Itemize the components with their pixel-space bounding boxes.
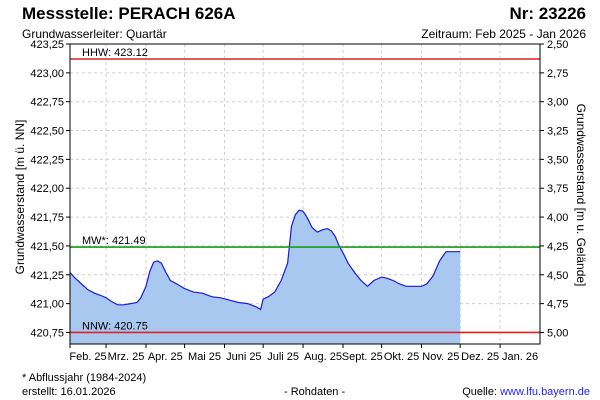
- y-tick-label-left: 420,75: [30, 327, 64, 339]
- station-title: Messstelle: PERACH 626A: [22, 4, 236, 23]
- x-tick-label: Mrz. 25: [108, 351, 145, 363]
- level-line: [69, 209, 461, 311]
- reference-label: NNW: 420.75: [82, 320, 148, 332]
- y-tick-label-left: 422,00: [30, 183, 64, 195]
- y-tick-label-right: 3,50: [547, 154, 568, 166]
- reference-label: MW*: 421.49: [82, 235, 146, 247]
- axes: 420,75 5,00 421,00 4,75 421,25 4,50 421,50 4,25…: [30, 39, 568, 363]
- x-tick-label: Jan. 26: [502, 351, 538, 363]
- aquifer-label: Grundwasserleiter: Quartär: [22, 27, 167, 41]
- x-tick-label: Apr. 25: [148, 351, 183, 363]
- y-tick-label-left: 423,25: [30, 39, 64, 51]
- station-number: Nr: 23226: [509, 4, 586, 23]
- y-tick-label-right: 4,50: [547, 270, 568, 282]
- y-tick-label-left: 422,25: [30, 154, 64, 166]
- y-tick-label-left: 422,50: [30, 126, 64, 138]
- x-tick-label: Sept. 25: [342, 351, 383, 363]
- y-tick-label-right: 2,75: [547, 68, 568, 80]
- level-area: [70, 210, 461, 344]
- plot-frame: [69, 43, 541, 345]
- source-link[interactable]: www.lfu.bayern.de: [500, 386, 590, 398]
- y-tick-label-left: 421,75: [30, 212, 64, 224]
- y-tick-label-right: 4,75: [547, 299, 568, 311]
- created-date: erstellt: 16.01.2026: [22, 386, 116, 398]
- rawdata-label: - Rohdaten -: [284, 386, 346, 398]
- x-tick-label: Dez. 25: [461, 351, 499, 363]
- x-tick-label: Juli 25: [267, 351, 299, 363]
- y-axis-label-left: Grundwasserstand [m ü. NN]: [13, 120, 27, 275]
- x-tick-label: Feb. 25: [69, 351, 106, 363]
- footnote: * Abflussjahr (1984-2024): [22, 372, 147, 384]
- y-tick-label-left: 422,75: [30, 97, 64, 109]
- y-tick-label-right: 4,00: [547, 212, 568, 224]
- y-tick-label-right: 2,50: [547, 39, 568, 51]
- x-tick-label: Okt. 25: [384, 351, 419, 363]
- source-prefix: Quelle:: [462, 386, 501, 398]
- x-tick-label: Aug. 25: [304, 351, 342, 363]
- y-tick-label-right: 5,00: [547, 327, 568, 339]
- y-tick-label-left: 421,50: [30, 241, 64, 253]
- period-label: Zeitraum: Feb 2025 - Jan 2026: [421, 27, 586, 41]
- y-tick-label-left: 421,00: [30, 299, 64, 311]
- y-tick-label-left: 421,25: [30, 270, 64, 282]
- x-tick-label: Nov. 25: [422, 351, 459, 363]
- source-label: Quelle: www.lfu.bayern.de: [462, 386, 590, 398]
- y-tick-label-right: 4,25: [547, 241, 568, 253]
- y-tick-label-right: 3,00: [547, 97, 568, 109]
- y-axis-label-right: Grundwasserstand [m u. Gelände]: [574, 104, 588, 287]
- reference-lines: HHW: 423.12 MW*: 421.49 NNW: 420.75: [70, 47, 540, 334]
- x-tick-label: Mai 25: [188, 351, 221, 363]
- y-tick-label-right: 3,25: [547, 126, 568, 138]
- reference-label: HHW: 423.12: [82, 47, 148, 59]
- y-tick-label-right: 3,75: [547, 183, 568, 195]
- y-tick-label-left: 423,00: [30, 68, 64, 80]
- x-tick-label: Juni 25: [226, 351, 261, 363]
